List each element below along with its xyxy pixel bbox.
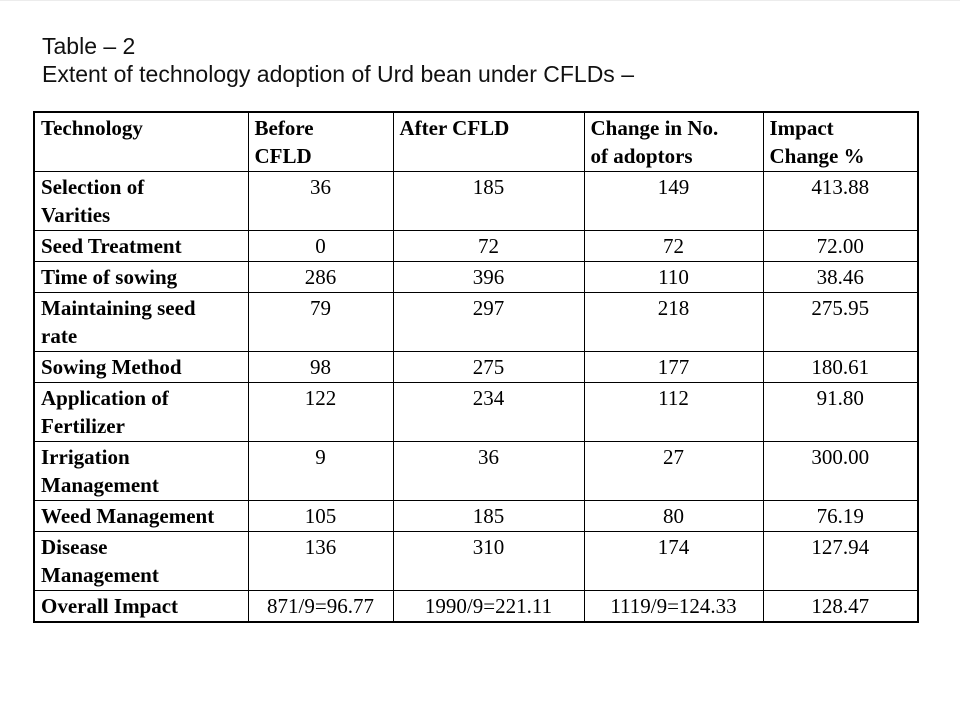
table-row: Time of sowing 286 396 110 38.46 (33, 261, 919, 293)
table-row: Selection of Varities 36 185 149 413.88 (33, 171, 919, 231)
cell-impact-change-pct: 413.88 (762, 171, 919, 231)
cell-change-in-adoptors: 72 (583, 230, 764, 262)
cell-before-cfld: 36 (247, 171, 394, 231)
table-row: Sowing Method 98 275 177 180.61 (33, 351, 919, 383)
cell-technology: Sowing Method (33, 351, 249, 383)
cell-after-cfld: 1990/9=221.11 (392, 590, 585, 623)
cell-technology: Application of Fertilizer (33, 382, 249, 442)
table-row: Maintaining seed rate 79 297 218 275.95 (33, 292, 919, 352)
column-header-impact-change-pct: Impact Change % (762, 111, 919, 172)
column-header-before-cfld: Before CFLD (247, 111, 394, 172)
cell-after-cfld: 297 (392, 292, 585, 352)
cell-after-cfld: 234 (392, 382, 585, 442)
cell-change-in-adoptors: 1119/9=124.33 (583, 590, 764, 623)
cell-change-in-adoptors: 149 (583, 171, 764, 231)
technology-adoption-table: Technology Before CFLD After CFLD Change in… (33, 111, 919, 623)
table-caption: Extent of technology adoption of Urd bea… (42, 61, 634, 87)
cell-impact-change-pct: 300.00 (762, 441, 919, 501)
cell-impact-change-pct: 91.80 (762, 382, 919, 442)
cell-impact-change-pct: 38.46 (762, 261, 919, 293)
cell-before-cfld: 98 (247, 351, 394, 383)
cell-before-cfld: 9 (247, 441, 394, 501)
table-row: Seed Treatment 0 72 72 72.00 (33, 230, 919, 262)
column-header-technology: Technology (33, 111, 249, 172)
cell-after-cfld: 72 (392, 230, 585, 262)
table-row: Disease Management 136 310 174 127.94 (33, 531, 919, 591)
table-row: Weed Management 105 185 80 76.19 (33, 500, 919, 532)
table-row: Irrigation Management 9 36 27 300.00 (33, 441, 919, 501)
cell-change-in-adoptors: 112 (583, 382, 764, 442)
cell-before-cfld: 136 (247, 531, 394, 591)
table-row: Application of Fertilizer 122 234 112 91.80 (33, 382, 919, 442)
table-number-heading: Table – 2 (42, 33, 136, 59)
slide-title: Table – 2 Extent of technology adoption … (42, 32, 634, 88)
cell-impact-change-pct: 180.61 (762, 351, 919, 383)
cell-after-cfld: 275 (392, 351, 585, 383)
cell-impact-change-pct: 127.94 (762, 531, 919, 591)
cell-change-in-adoptors: 80 (583, 500, 764, 532)
cell-technology: Time of sowing (33, 261, 249, 293)
cell-change-in-adoptors: 218 (583, 292, 764, 352)
column-header-change-in-adoptors: Change in No. of adoptors (583, 111, 764, 172)
cell-after-cfld: 185 (392, 500, 585, 532)
cell-after-cfld: 185 (392, 171, 585, 231)
cell-after-cfld: 310 (392, 531, 585, 591)
cell-before-cfld: 0 (247, 230, 394, 262)
column-header-after-cfld: After CFLD (392, 111, 585, 172)
cell-before-cfld: 79 (247, 292, 394, 352)
cell-technology: Weed Management (33, 500, 249, 532)
cell-technology: Seed Treatment (33, 230, 249, 262)
cell-impact-change-pct: 275.95 (762, 292, 919, 352)
cell-after-cfld: 36 (392, 441, 585, 501)
cell-impact-change-pct: 128.47 (762, 590, 919, 623)
cell-change-in-adoptors: 110 (583, 261, 764, 293)
cell-after-cfld: 396 (392, 261, 585, 293)
cell-technology: Disease Management (33, 531, 249, 591)
cell-before-cfld: 105 (247, 500, 394, 532)
table-row: Overall Impact 871/9=96.77 1990/9=221.11 11… (33, 590, 919, 623)
cell-change-in-adoptors: 177 (583, 351, 764, 383)
cell-impact-change-pct: 76.19 (762, 500, 919, 532)
cell-before-cfld: 286 (247, 261, 394, 293)
cell-before-cfld: 871/9=96.77 (247, 590, 394, 623)
cell-before-cfld: 122 (247, 382, 394, 442)
table-header-row: Technology Before CFLD After CFLD Change in… (33, 111, 919, 172)
cell-technology: Maintaining seed rate (33, 292, 249, 352)
cell-technology: Selection of Varities (33, 171, 249, 231)
cell-technology: Overall Impact (33, 590, 249, 623)
cell-change-in-adoptors: 27 (583, 441, 764, 501)
cell-technology: Irrigation Management (33, 441, 249, 501)
cell-impact-change-pct: 72.00 (762, 230, 919, 262)
cell-change-in-adoptors: 174 (583, 531, 764, 591)
